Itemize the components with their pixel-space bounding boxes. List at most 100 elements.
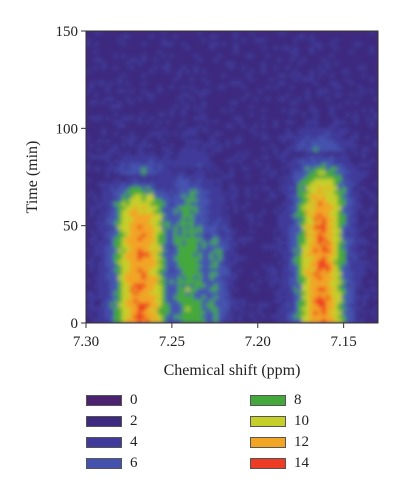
heatmap-cell [277,159,283,164]
heatmap-cell [173,237,179,242]
heatmap-cell [105,139,111,145]
heatmap-cell [329,240,335,246]
heatmap-cell [117,275,123,281]
heatmap-cell [225,283,231,289]
heatmap-cell [137,57,143,63]
heatmap-cell [333,89,339,94]
heatmap-cell [125,159,131,164]
heatmap-cell [97,139,103,145]
heatmap-cell [169,174,175,180]
heatmap-cell [201,295,207,300]
heatmap-cell [325,128,331,133]
heatmap-cell [181,124,187,129]
heatmap-cell [157,73,163,79]
heatmap-cell [297,73,303,79]
heatmap-cell [293,252,299,258]
heatmap-cell [233,73,239,79]
heatmap-cell [233,190,239,195]
heatmap-cell [261,73,267,79]
heatmap-cell [101,108,107,114]
heatmap-cell [285,143,291,149]
heatmap-cell [337,163,343,168]
heatmap-cell [133,116,139,121]
heatmap-cell [349,287,355,293]
heatmap-cell [373,209,378,215]
heatmap-cell [269,233,275,238]
heatmap-cell [313,163,319,168]
heatmap-cell [341,221,347,226]
heatmap-cell [189,61,195,67]
heatmap-cell [93,108,99,114]
heatmap-cell [149,260,155,265]
heatmap-cell [229,96,235,102]
heatmap-cell [177,170,183,176]
heatmap-cell [129,198,135,203]
heatmap-cell [117,229,123,234]
heatmap-cell [149,159,155,164]
heatmap-cell [97,190,103,195]
heatmap-cell [257,252,263,258]
heatmap-cell [89,248,95,254]
heatmap-cell [201,34,207,40]
heatmap-cell [237,81,243,86]
heatmap-cell [149,217,155,223]
heatmap-cell [201,186,207,191]
heatmap-cell [101,69,107,75]
heatmap-cell [249,163,255,168]
heatmap-cell [181,170,187,176]
heatmap-cell [161,233,167,238]
heatmap-cell [289,69,295,75]
heatmap-cell [113,194,119,199]
heatmap-cell [149,57,155,63]
heatmap-cell [117,42,123,47]
heatmap-cell [193,108,199,114]
heatmap-cell [125,268,131,273]
heatmap-cell [229,229,235,234]
heatmap-cell [325,104,331,110]
heatmap-cell [301,268,307,273]
heatmap-cell [257,174,263,180]
heatmap-cell [277,213,283,219]
heatmap-cell [325,260,331,265]
heatmap-cell [301,178,307,184]
heatmap-cell [189,120,195,125]
heatmap-cell [161,237,167,242]
heatmap-cell [233,252,239,258]
heatmap-cell [373,155,378,160]
heatmap-cell [241,100,247,106]
heatmap-cell [121,112,127,117]
heatmap-cell [337,229,343,234]
heatmap-cell [105,31,111,36]
heatmap-cell [157,42,163,47]
heatmap-cell [189,69,195,75]
heatmap-cell [137,275,143,281]
heatmap-cell [217,275,223,281]
heatmap-cell [145,81,151,86]
heatmap-cell [253,155,259,160]
heatmap-cell [229,205,235,211]
heatmap-cell [101,237,107,242]
heatmap-cell [361,272,367,277]
heatmap-cell [265,151,271,156]
heatmap-cell [257,135,263,141]
heatmap-cell [213,209,219,215]
heatmap-cell [221,135,227,141]
heatmap-cell [193,194,199,199]
heatmap-cell [93,205,99,211]
heatmap-cell [105,166,111,172]
heatmap-cell [117,170,123,176]
heatmap-cell [237,256,243,262]
heatmap-cell [149,268,155,273]
heatmap-cell [86,155,91,160]
heatmap-cell [257,77,263,82]
heatmap-cell [217,61,223,67]
heatmap-cell [101,135,107,141]
heatmap-cell [185,54,191,59]
heatmap-cell [249,61,255,67]
heatmap-cell [309,240,315,246]
heatmap-cell [297,213,303,219]
heatmap-cell [353,73,359,79]
heatmap-cell [261,186,267,191]
heatmap-cell [365,139,371,145]
heatmap-cell [121,178,127,184]
